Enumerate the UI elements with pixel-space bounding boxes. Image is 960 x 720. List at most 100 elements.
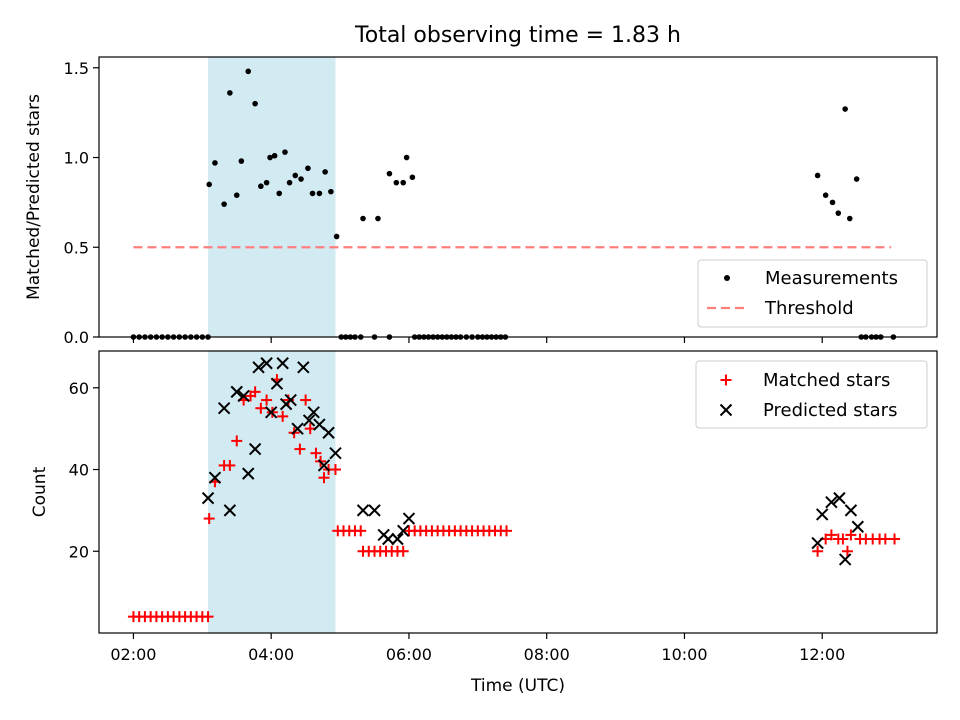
- measurement-point: [409, 174, 416, 181]
- top-ytick-label: 1.5: [64, 59, 89, 78]
- predicted-legend-glyph-b: [719, 403, 733, 417]
- matched-star-point: [889, 533, 901, 545]
- matched-star-point: [355, 525, 367, 537]
- matched-star-point: [202, 611, 214, 623]
- top-ytick-label: 0.0: [64, 328, 89, 347]
- matched-star-point: [203, 513, 215, 525]
- matched-stars-legend-label: Matched stars: [763, 370, 890, 391]
- predicted-star-point-b: [201, 491, 215, 505]
- top-legend-box: [697, 259, 928, 328]
- matched-stars-legend-marker: [720, 374, 732, 386]
- predicted-star-point: [248, 442, 262, 456]
- predicted-star-point-b: [284, 393, 297, 407]
- top-x-ticks: [132, 337, 823, 343]
- measurements-legend-marker: [724, 275, 730, 281]
- measurement-point: [328, 188, 334, 195]
- chart-title: Total observing time = 1.83 h: [354, 23, 681, 48]
- predicted-star-point-b: [264, 406, 278, 419]
- predicted-star-point: [230, 385, 243, 399]
- measurement-point: [263, 179, 270, 186]
- predicted-star-point: [402, 512, 416, 525]
- predicted-star-point: [264, 406, 278, 419]
- predicted-star-point: [356, 504, 370, 517]
- bottom-axes-frame: [98, 350, 938, 634]
- predicted-star-point-b: [825, 496, 838, 509]
- matched-star-point: [249, 386, 261, 398]
- predicted-star-point-b: [402, 512, 416, 525]
- measurement-point: [286, 179, 293, 186]
- predicted-star-point-b: [396, 524, 410, 538]
- predicted-star-point: [825, 496, 838, 509]
- top-panel: 0.0 0.5 1.0 1.5 Total observing time = 1.83…: [24, 23, 938, 347]
- predicted-star-point-b: [329, 446, 342, 460]
- x-tick-label: 12:00: [799, 645, 845, 664]
- matched-star-point: [300, 394, 312, 406]
- matched-star-point: [329, 464, 341, 476]
- predicted-star-point-b: [391, 532, 404, 546]
- predicted-star-point: [276, 357, 289, 370]
- measurement-point: [814, 172, 821, 179]
- measurement-point: [842, 106, 848, 112]
- predicted-star-point: [382, 532, 395, 546]
- measurement-point: [822, 192, 829, 199]
- matched-star-point: [318, 472, 330, 484]
- x-tick-label: 08:00: [524, 645, 570, 664]
- x-axis-label: Time (UTC): [470, 676, 565, 696]
- measurement-point: [238, 158, 245, 164]
- bottom-ytick-label: 20: [69, 542, 89, 561]
- predicted-star-point-b: [297, 361, 310, 374]
- predicted-star-point: [838, 553, 852, 566]
- bottom-observing-span: [208, 351, 336, 633]
- predicted-star-point: [217, 402, 231, 415]
- matched-star-point: [812, 545, 824, 557]
- predicted-stars-legend-marker: [719, 403, 733, 417]
- measurement-point: [245, 68, 252, 75]
- predicted-star-point: [302, 414, 316, 427]
- predicted-star-point-b: [313, 418, 326, 431]
- predicted-star-point: [322, 426, 335, 439]
- predicted-star-point-b: [217, 402, 231, 415]
- matched-star-point: [825, 529, 837, 541]
- measurement-point: [322, 169, 328, 175]
- matched-star-point: [879, 533, 891, 545]
- predicted-star-point-b: [291, 422, 304, 435]
- predicted-star-point-b: [237, 389, 250, 403]
- predicted-star-point-b: [302, 414, 316, 427]
- predicted-star-point-b: [248, 442, 262, 456]
- bottom-panel: 20 40 60 02:00 04:00 06:00 08:00 10:00 12:00 Ti…: [30, 350, 938, 696]
- predicted-star-point-b: [242, 467, 255, 480]
- predicted-star-point-b: [223, 504, 237, 517]
- x-tick-label: 06:00: [386, 645, 432, 664]
- bottom-y-ticks: 20 40 60: [69, 379, 99, 561]
- predicted-star-point: [833, 491, 846, 505]
- bottom-legend-box: [695, 360, 928, 429]
- predicted-star-point: [284, 393, 297, 407]
- bottom-ytick-label: 60: [69, 379, 89, 398]
- measurement-point: [271, 152, 278, 159]
- measurement-point: [846, 215, 853, 222]
- measurement-point: [282, 149, 288, 155]
- predicted-star-point-b: [276, 357, 289, 370]
- measurement-point: [403, 154, 410, 161]
- predicted-star-point: [317, 459, 331, 472]
- x-tick-label: 04:00: [248, 645, 294, 664]
- matched-star-point: [304, 423, 316, 435]
- predicted-stars-points: [201, 357, 864, 566]
- predicted-star-point: [297, 361, 310, 374]
- predicted-star-point-b: [270, 377, 284, 390]
- predicted-star-point: [329, 446, 342, 460]
- predicted-star-point-b: [851, 520, 864, 533]
- measurement-points: [130, 68, 897, 340]
- matched-star-point: [837, 533, 849, 545]
- measurement-point: [206, 181, 213, 188]
- top-ytick-label: 0.5: [64, 238, 89, 257]
- predicted-star-point: [368, 504, 381, 517]
- measurement-point: [333, 233, 340, 240]
- measurement-point: [305, 165, 311, 172]
- predicted-star-point: [815, 508, 829, 521]
- predicted-star-point: [208, 471, 222, 484]
- measurement-point: [375, 215, 381, 222]
- predicted-star-point: [223, 504, 237, 517]
